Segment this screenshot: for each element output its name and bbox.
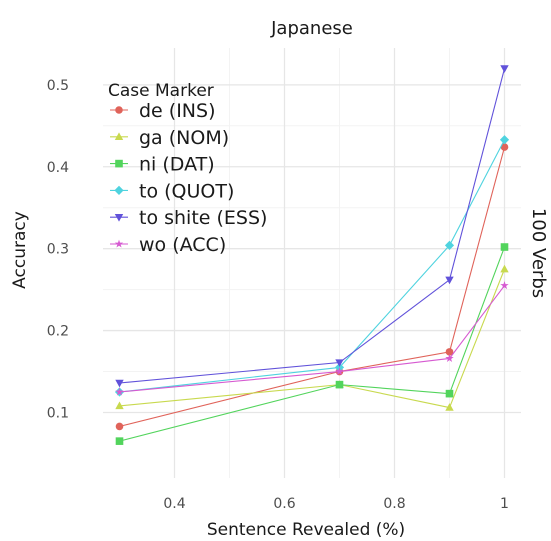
chart-title: Japanese <box>270 18 353 39</box>
series-line <box>119 246 506 442</box>
data-point <box>500 143 509 151</box>
legend-label: wo (ACC) <box>139 234 226 256</box>
legend-items: de (INS) ga (NOM) ni (DAT) to (QUOT) to shit… <box>110 100 267 256</box>
x-axis-title: Sentence Revealed (%) <box>207 520 405 540</box>
y-tick-label: 0.1 <box>47 405 69 421</box>
data-point <box>335 380 344 389</box>
data-point <box>500 243 509 251</box>
data-point <box>335 359 344 367</box>
legend-item: wo (ACC) <box>110 234 226 256</box>
x-tick-label: 0.8 <box>383 496 405 512</box>
series-line <box>119 139 505 393</box>
series-layer <box>114 65 510 445</box>
legend-item: to (QUOT) <box>110 180 234 202</box>
data-point <box>499 135 510 145</box>
data-point <box>335 367 344 376</box>
y-axis-title: Accuracy <box>10 211 30 289</box>
legend-label: ga (NOM) <box>139 127 229 149</box>
data-point <box>445 354 454 362</box>
legend-label: to (QUOT) <box>139 180 234 202</box>
series-line <box>119 68 506 384</box>
legend-item: to shite (ESS) <box>110 207 267 229</box>
series-line <box>119 268 506 409</box>
legend-item: de (INS) <box>110 100 216 122</box>
legend-key-marker <box>114 239 124 248</box>
legend-label: de (INS) <box>139 100 216 122</box>
series-5 <box>115 281 509 396</box>
series-4 <box>115 65 509 388</box>
data-point <box>115 387 124 396</box>
y-tick-label: 0.2 <box>47 324 69 340</box>
legend-key-marker <box>114 214 124 222</box>
data-point <box>445 348 454 356</box>
data-point <box>115 401 124 410</box>
x-tick-label: 0.6 <box>273 496 295 512</box>
data-point <box>445 389 454 398</box>
series-line <box>119 285 505 393</box>
data-point <box>500 264 509 273</box>
x-tick-label: 1 <box>500 496 509 512</box>
legend-item: ni (DAT) <box>110 154 215 176</box>
data-point <box>445 403 454 411</box>
legend-key-marker <box>114 132 124 140</box>
legend-label: ni (DAT) <box>139 154 215 176</box>
y-tick-label: 0.3 <box>47 242 69 258</box>
y-axis-ticks: 0.1 0.2 0.3 0.4 0.5 <box>47 78 69 422</box>
legend-key-marker <box>115 106 123 114</box>
legend: Case Marker de (INS) ga (NOM) ni (DAT) to (… <box>108 81 267 256</box>
series-2 <box>115 243 509 445</box>
grid <box>103 48 521 478</box>
legend-key-marker <box>115 159 123 168</box>
legend-key-marker <box>114 185 124 195</box>
data-point <box>115 422 124 431</box>
x-tick-label: 0.4 <box>163 496 185 512</box>
data-point <box>115 437 124 445</box>
data-point <box>115 379 124 388</box>
legend-title: Case Marker <box>108 81 214 101</box>
series-line <box>119 146 506 427</box>
facet-strip-label: 100 Verbs <box>528 208 549 298</box>
legend-label: to shite (ESS) <box>139 207 267 229</box>
data-point <box>445 276 454 285</box>
legend-item: ga (NOM) <box>110 127 229 149</box>
data-point <box>444 240 455 250</box>
y-tick-label: 0.4 <box>47 160 69 176</box>
data-point <box>500 65 509 73</box>
y-tick-label: 0.5 <box>47 78 69 94</box>
x-axis-ticks: 0.4 0.6 0.8 1 <box>163 496 509 512</box>
data-point <box>500 281 509 290</box>
